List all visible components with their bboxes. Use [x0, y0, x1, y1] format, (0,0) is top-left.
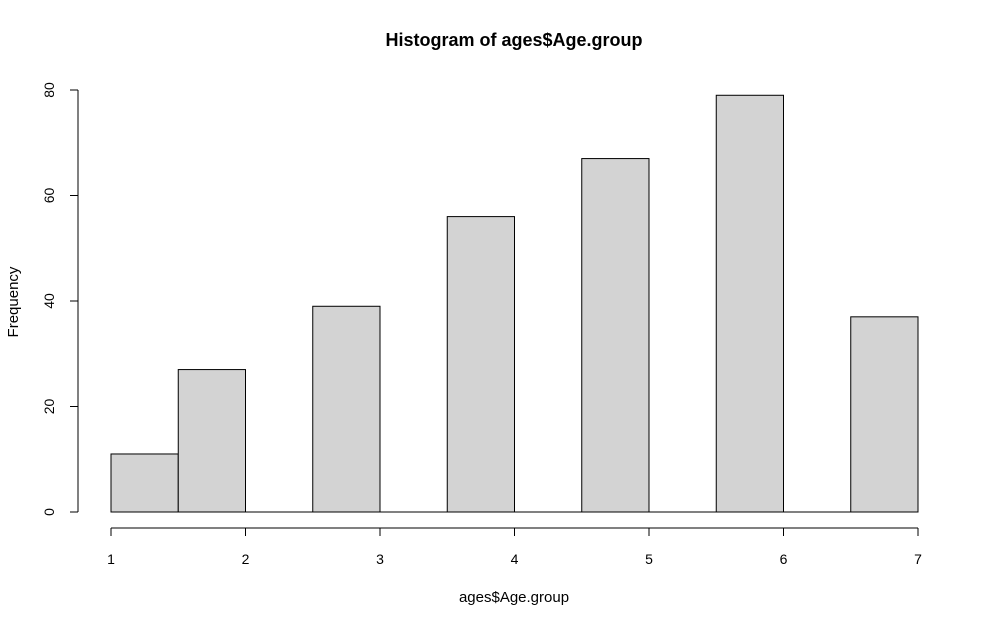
x-tick-label: 1	[107, 551, 115, 567]
y-axis: 0 20 40 60 80	[41, 82, 79, 516]
x-tick-label: 5	[645, 551, 653, 567]
x-tick-label: 7	[914, 551, 922, 567]
x-tick-label: 6	[780, 551, 788, 567]
x-tick-label: 3	[376, 551, 384, 567]
y-tick-label: 60	[41, 188, 57, 204]
x-axis: 1 2 3 4 5 6 7	[107, 527, 922, 567]
y-tick-label: 0	[41, 508, 57, 516]
histogram-bar	[446, 216, 515, 513]
histogram-bar	[177, 369, 246, 513]
x-tick-label: 2	[242, 551, 250, 567]
histogram-bar	[110, 453, 179, 513]
histogram-bar	[715, 94, 784, 513]
histogram-bar	[850, 316, 919, 513]
histogram-bar	[312, 305, 381, 513]
x-tick-label: 4	[511, 551, 519, 567]
chart-title: Histogram of ages$Age.group	[385, 30, 642, 50]
bars-group	[110, 94, 919, 513]
y-tick-label: 40	[41, 293, 57, 309]
y-tick-label: 80	[41, 82, 57, 98]
y-axis-label: Frequency	[5, 266, 22, 337]
histogram-bar	[581, 158, 650, 513]
x-axis-label: ages$Age.group	[459, 589, 569, 606]
y-tick-label: 20	[41, 399, 57, 415]
